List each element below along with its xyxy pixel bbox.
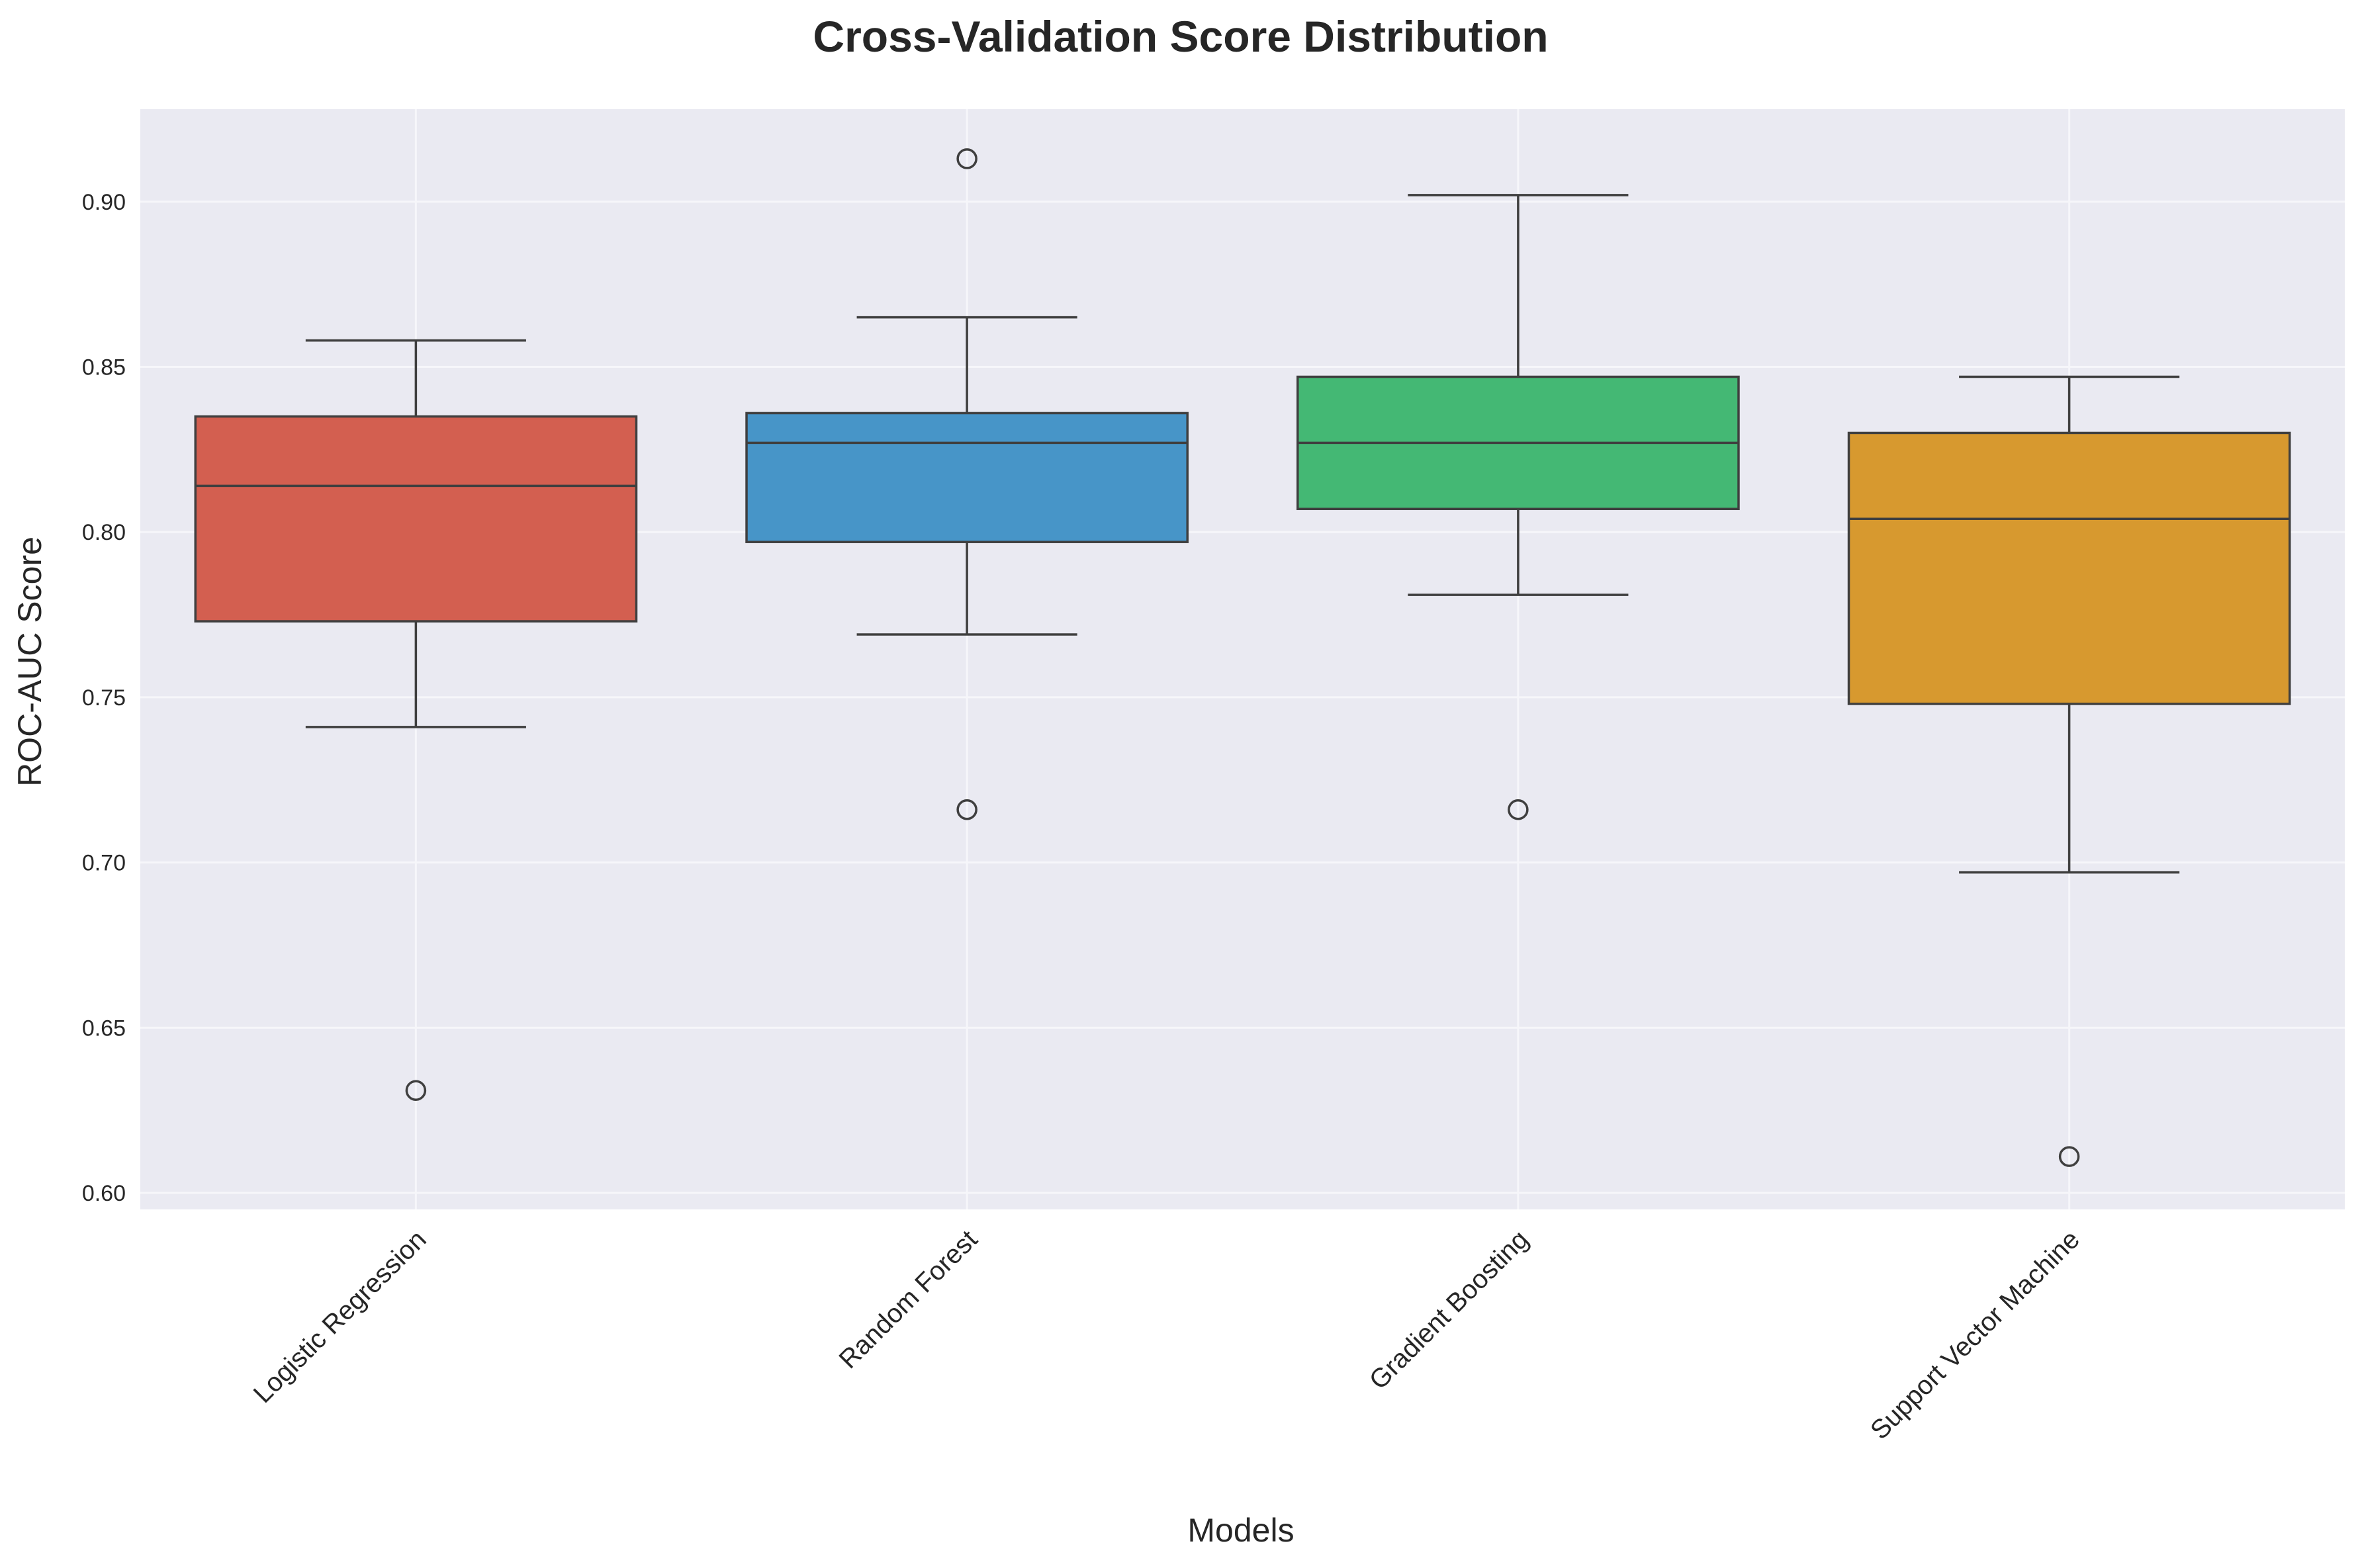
x-tick-label: Random Forest <box>833 1225 983 1374</box>
outlier-point <box>1508 799 1529 820</box>
iqr-box <box>194 415 638 623</box>
box-random-forest <box>745 148 1189 820</box>
outlier-point <box>405 1080 427 1101</box>
y-tick-label: 0.70 <box>82 851 126 876</box>
x-tick-label: Gradient Boosting <box>1364 1225 1535 1395</box>
box-logistic-regression <box>194 339 638 1101</box>
y-tick-label: 0.85 <box>82 355 126 380</box>
outlier-point <box>956 799 977 820</box>
y-tick-label: 0.80 <box>82 520 126 545</box>
x-tick-label: Support Vector Machine <box>1865 1225 2085 1445</box>
y-tick-label: 0.90 <box>82 190 126 215</box>
outlier-point <box>956 148 977 169</box>
y-axis-ticks: 0.60 0.65 0.70 0.75 0.80 0.85 0.90 <box>82 190 126 1206</box>
x-tick-label: Logistic Regression <box>248 1225 432 1409</box>
x-axis-ticks: Logistic Regression Random Forest Gradient… <box>248 1225 2085 1445</box>
iqr-box <box>745 412 1189 543</box>
outlier-point <box>2058 1146 2080 1167</box>
x-axis-label: Models <box>1187 1512 1294 1549</box>
box-support-vector-machine <box>1847 375 2291 1167</box>
y-tick-label: 0.75 <box>82 685 126 711</box>
y-tick-label: 0.60 <box>82 1181 126 1206</box>
iqr-box <box>1847 431 2291 705</box>
chart-title: Cross-Validation Score Distribution <box>813 12 1548 61</box>
y-axis-label: ROC-AUC Score <box>11 537 48 787</box>
boxes <box>194 148 2291 1167</box>
y-tick-label: 0.65 <box>82 1016 126 1041</box>
box-gradient-boosting <box>1296 194 1740 820</box>
